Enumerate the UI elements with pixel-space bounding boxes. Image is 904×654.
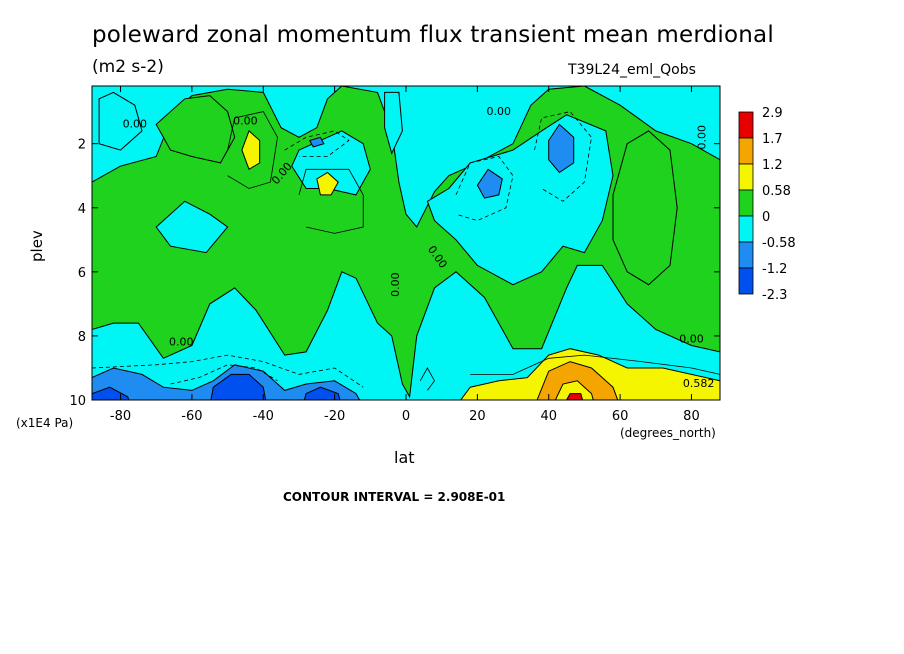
colorbar-label: 1.7 [762, 132, 783, 147]
contour-label: 0.00 [696, 125, 709, 150]
positive-lobe-nh-inner [554, 380, 594, 400]
contour-label: 0.582 [683, 377, 715, 390]
colorbar-swatch [738, 111, 754, 139]
negative-pocket-1 [155, 200, 229, 254]
colorbar-label: 0.58 [762, 184, 791, 199]
x-tick-label: 40 [540, 409, 557, 424]
colorbar-label: -0.58 [762, 236, 796, 251]
x-tick-label: 20 [469, 409, 486, 424]
negative-core-2 [308, 136, 325, 148]
negative-core-0 [476, 168, 503, 199]
y-tick-label: 8 [78, 330, 86, 345]
positive-lobe-nh-core [565, 393, 584, 400]
colorbar-swatch [738, 215, 754, 243]
colorbar-label: 1.2 [762, 158, 783, 173]
y-tick-label: 10 [69, 394, 86, 409]
contour-label: 0.00 [169, 336, 194, 349]
colorbar-swatch [738, 241, 754, 269]
y-axis-units: (x1E4 Pa) [16, 416, 74, 430]
negative-pocket-3 [98, 91, 143, 151]
y-axis-ticks: 2 4 6 8 10 [69, 138, 720, 409]
plot-area [92, 86, 720, 400]
contour-line-4 [534, 111, 592, 202]
x-axis-label: lat [394, 448, 415, 467]
contour-line-1 [298, 168, 364, 234]
negative-lobe-sh-core [210, 373, 267, 400]
colorbar-swatch [738, 163, 754, 191]
x-tick-label: 80 [683, 409, 700, 424]
x-tick-label: -80 [110, 409, 131, 424]
colorbar-label: 0 [762, 210, 770, 225]
contour-line-0 [227, 111, 278, 189]
colorbar: 2.9 1.7 1.2 0.58 0 -0.58 -1.2 -2.3 [738, 106, 796, 303]
contour-interval-text: CONTOUR INTERVAL = 2.908E-01 [283, 490, 506, 504]
chart-title: poleward zonal momentum flux transient m… [92, 22, 774, 48]
contour-line-3 [455, 156, 514, 222]
contour-label: 0.00 [389, 272, 402, 297]
negative-core-1 [548, 123, 575, 174]
contour-line-8 [419, 367, 435, 391]
colorbar-label: -2.3 [762, 288, 787, 303]
negative-lobe-sh-mid [303, 386, 341, 400]
colorbar-label: 2.9 [762, 106, 783, 121]
x-tick-label: -60 [181, 409, 202, 424]
contour-label: 0.00 [233, 114, 258, 127]
colorbar-swatch [738, 267, 754, 295]
y-tick-label: 4 [78, 202, 86, 217]
x-axis-ticks: -80 -60 -40 -20 0 20 40 60 80 [110, 86, 700, 424]
negative-lobe-sh-pole [92, 386, 130, 400]
y-tick-label: 2 [78, 138, 86, 153]
contour-label: 0.00 [679, 332, 704, 345]
colorbar-swatch [738, 137, 754, 165]
x-tick-label: 0 [402, 409, 410, 424]
colorbar-label: -1.2 [762, 262, 787, 277]
contour-line-7 [470, 354, 720, 375]
y-tick-label: 6 [78, 266, 86, 281]
negative-pocket-4 [384, 91, 403, 155]
x-tick-label: -40 [253, 409, 274, 424]
x-tick-label: 60 [612, 409, 629, 424]
x-axis-units: (degrees_north) [620, 426, 716, 440]
units-label: (m2 s-2) [92, 57, 164, 77]
positive-region-west-upper [155, 95, 236, 164]
colorbar-swatch [738, 189, 754, 217]
contour-label: 0.00 [123, 118, 148, 131]
dataset-label: T39L24_eml_Qobs [568, 62, 696, 78]
x-tick-label: -20 [324, 409, 345, 424]
contour-line-5 [92, 354, 364, 388]
positive-core-1 [316, 171, 339, 196]
contour-label: 0.00 [487, 105, 512, 118]
positive-core-0 [241, 130, 261, 171]
positive-region-east [612, 130, 678, 286]
